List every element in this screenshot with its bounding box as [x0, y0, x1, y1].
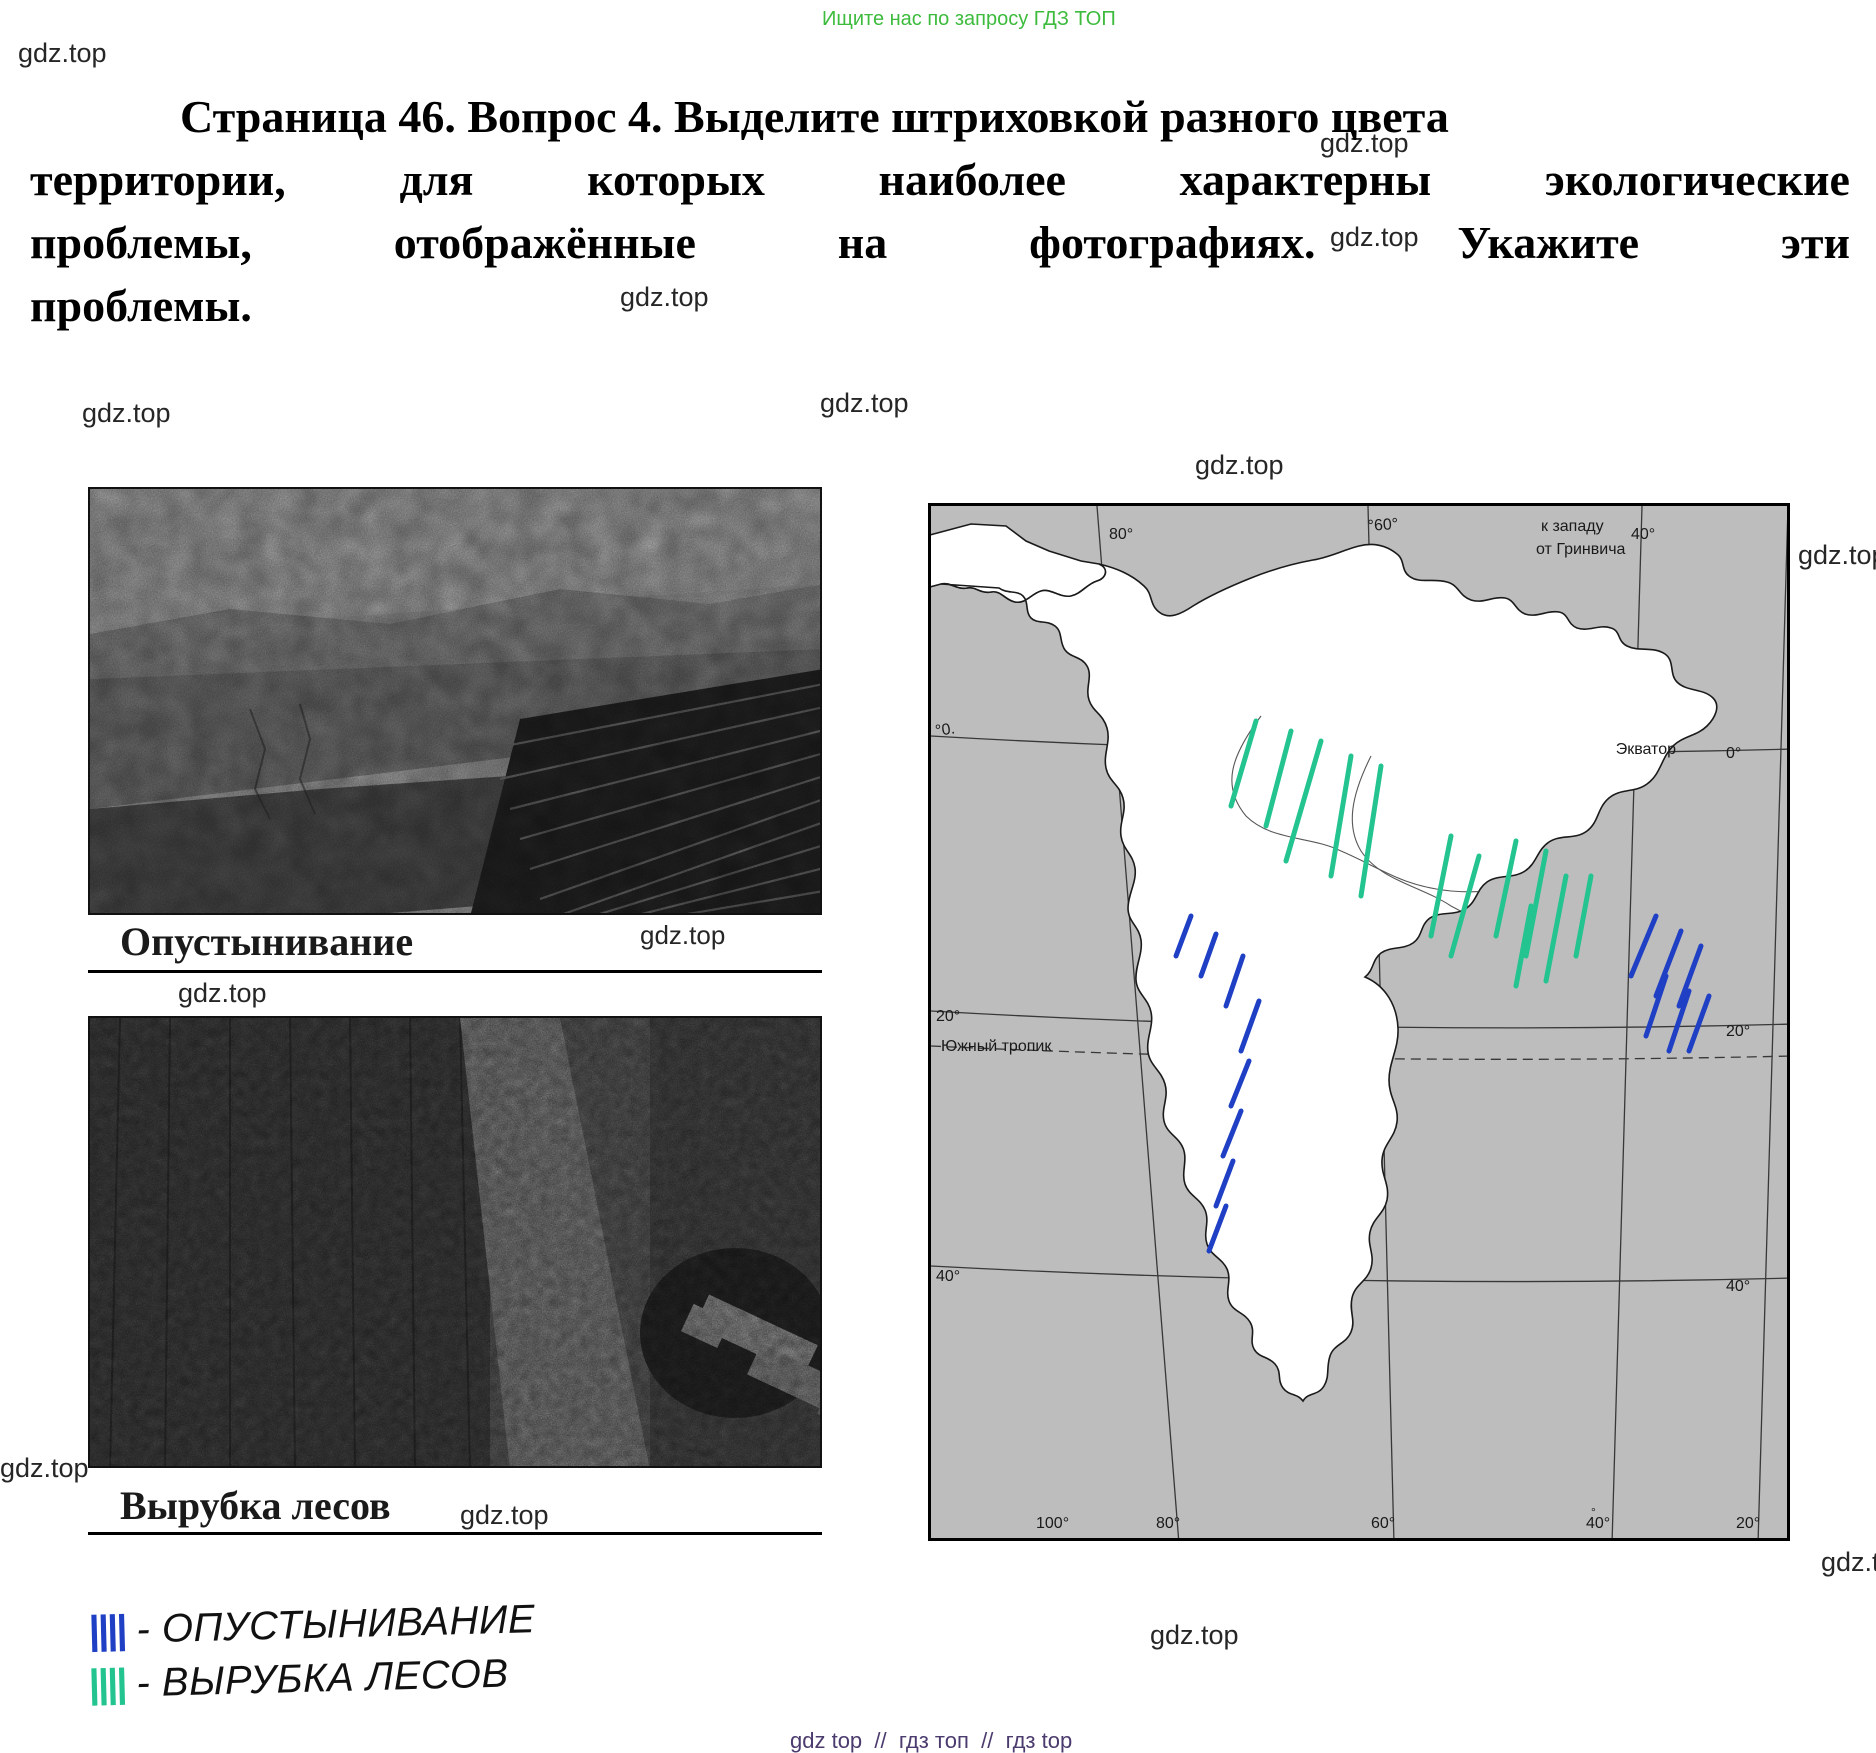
svg-text:80°: 80° [1156, 1515, 1180, 1532]
svg-text:Южный тропик: Южный тропик [941, 1038, 1052, 1055]
svg-text:20°: 20° [1726, 1023, 1750, 1040]
svg-text:60°: 60° [1371, 1515, 1395, 1532]
svg-text:°0.: °0. [934, 720, 956, 740]
svg-text:20°: 20° [936, 1008, 960, 1025]
svg-text:°60°: °60° [1367, 516, 1399, 535]
svg-text:0°: 0° [1726, 745, 1741, 762]
svg-text:40°: 40° [1726, 1278, 1750, 1295]
svg-text:20°: 20° [1736, 1515, 1760, 1532]
svg-text:40°: 40° [1631, 526, 1655, 543]
svg-text:40°: 40° [936, 1268, 960, 1285]
svg-text:от Гринвича: от Гринвича [1536, 541, 1626, 558]
svg-text:80°: 80° [1109, 526, 1133, 543]
svg-text:40°: 40° [1586, 1515, 1610, 1532]
svg-text:Экватор: Экватор [1616, 741, 1676, 758]
svg-text:°: ° [1591, 1505, 1596, 1519]
svg-text:100°: 100° [1036, 1515, 1069, 1532]
svg-text:к западу: к западу [1541, 518, 1604, 535]
